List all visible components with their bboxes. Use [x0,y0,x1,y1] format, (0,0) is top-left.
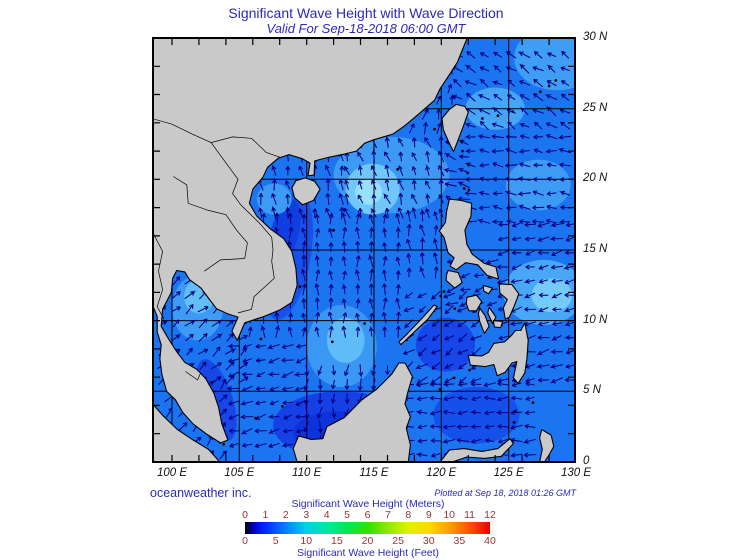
wave-height-patch [326,317,365,363]
meters-tick: 7 [384,509,391,521]
map-container [148,25,601,463]
wave-height-patch [355,179,383,205]
colorbar-title-meters: Significant Wave Height (Meters) [291,498,445,510]
feet-tick: 15 [331,535,343,547]
meters-tick: 5 [344,509,350,521]
feet-tick: 40 [484,535,496,547]
island-dot [453,307,457,310]
lon-tick-label: 130 E [560,467,592,479]
lon-tick-label: 110 E [292,467,322,479]
plotted-timestamp: Plotted at Sep 18, 2018 01:26 GMT [434,488,576,498]
island-dot [433,127,436,131]
feet-tick: 20 [361,535,374,547]
island-dot [438,387,442,391]
feet-tick: 0 [242,535,248,547]
island-dot [547,84,551,88]
island-dot [330,340,334,344]
wave-height-patch [433,387,520,444]
meters-tick: 10 [443,509,455,521]
island-dot [254,416,257,420]
landmass [148,34,555,463]
meters-tick: 8 [405,509,412,521]
meters-tick: 9 [425,509,432,521]
island-dot [481,117,484,120]
chart-subtitle: Valid For Sep-18-2018 06:00 GMT [266,21,466,36]
lon-tick-label: 120 E [426,467,457,479]
country-borders [151,118,281,381]
island-dot [466,163,470,166]
feet-tick: 30 [422,535,435,547]
island-dot [332,228,335,232]
island-dot [467,188,471,192]
wave-height-patch [531,278,572,313]
island-dot [452,376,456,380]
island-dot [442,290,446,294]
island-dot [222,442,226,446]
lat-tick-label: 5 N [583,384,601,397]
meters-tick: 4 [323,509,330,521]
island-dot [512,421,516,424]
lat-tick-label: 25 N [583,101,608,114]
island-dot [554,79,558,82]
island-dot [396,168,399,171]
lon-tick-label: 105 E [224,467,255,479]
island-dot [281,404,284,408]
wave-height-patch [415,317,475,372]
lat-tick-label: 20 N [583,172,608,185]
island-dot [462,187,466,190]
island-dot [466,171,469,175]
wave-height-patch [506,159,571,211]
feet-tick: 10 [300,535,313,547]
lat-tick-label: 30 N [583,30,608,43]
island-dot [531,401,535,404]
colorbar-title-feet: Significant Wave Height (Feet) [296,547,439,559]
meters-tick: 6 [364,509,371,521]
feet-tick: 5 [272,535,279,547]
meters-tick: 12 [484,509,496,521]
island-dot [468,368,471,372]
lat-tick-label: 0 [583,454,590,467]
colorbar-gradient [245,522,490,534]
island-dot [496,114,500,118]
meters-tick: 11 [464,509,476,521]
lat-tick-label: 15 N [583,242,608,255]
wave-map [148,25,601,463]
island-dot [363,322,366,325]
island-dot [460,140,463,143]
lon-tick-label: 115 E [359,467,389,479]
meters-tick: 0 [242,509,248,521]
lon-tick-label: 100 E [156,467,188,479]
feet-tick: 25 [392,535,404,547]
frame-ticks [154,39,574,461]
feet-tick: 35 [453,535,466,547]
meters-tick: 1 [262,509,269,521]
credit-text: oceanweather inc. [150,486,252,500]
meters-tick: 3 [303,509,310,521]
island-dot [259,337,263,341]
map-frame [152,37,576,463]
chart-title: Significant Wave Height with Wave Direct… [228,5,504,21]
lon-tick-label: 125 E [493,467,524,479]
meters-tick: 2 [282,509,289,521]
island-dot [461,149,464,153]
island-dot [439,294,443,298]
island-dot [298,285,302,289]
island-dot [538,90,542,94]
island-dot [511,110,515,113]
lat-tick-label: 10 N [583,313,608,326]
island-dot [514,409,517,413]
